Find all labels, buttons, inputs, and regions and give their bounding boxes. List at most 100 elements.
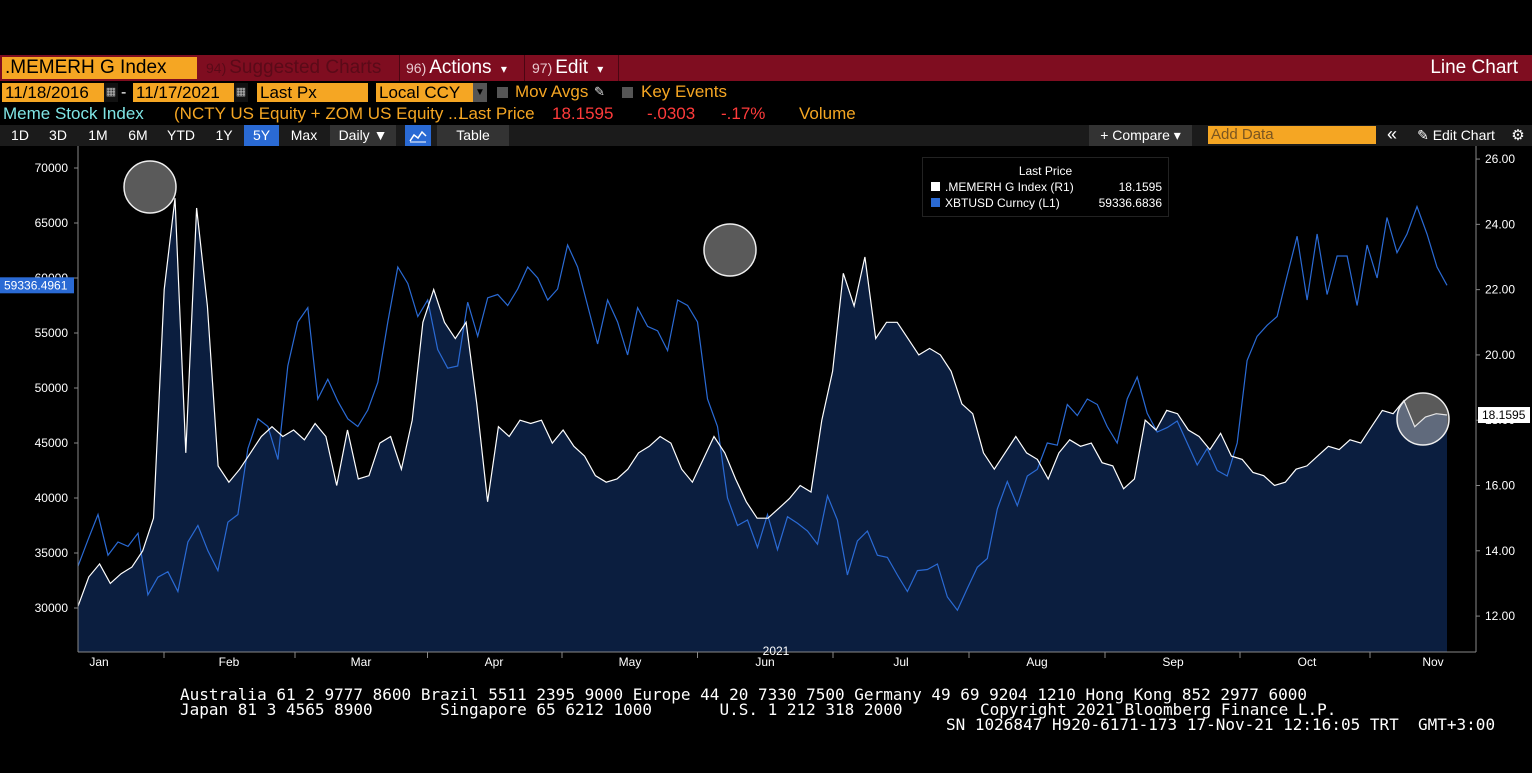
currency-dropdown-icon[interactable]: ▼ (473, 83, 487, 102)
view-title: Line Chart (1430, 57, 1518, 78)
suggested-charts-number: 94) (206, 60, 227, 76)
edit-number: 97) (532, 60, 553, 76)
start-calendar-icon[interactable]: ▦ (104, 83, 118, 102)
legend-item-label: XBTUSD Curncy (L1) (945, 196, 1060, 210)
edit-chart-button[interactable]: ✎ Edit Chart (1408, 125, 1504, 146)
series-line-right (77, 198, 1448, 607)
period-1y[interactable]: 1Y (208, 125, 240, 146)
currency-select[interactable]: Local CCY (376, 83, 473, 102)
edit-chart-pencil-icon: ✎ (1417, 127, 1429, 143)
month-label: Sep (1162, 655, 1184, 669)
change-value: -.0303 (647, 104, 696, 123)
settings-gear-icon[interactable]: ⚙ (1508, 125, 1528, 146)
left-tick-label: 70000 (35, 161, 69, 175)
legend-swatch-blue (931, 198, 940, 207)
last-price-value: 18.1595 (552, 104, 614, 123)
left-tick-label: 50000 (35, 381, 69, 395)
period-3d[interactable]: 3D (42, 125, 74, 146)
left-value-marker-text: 59336.4961 (4, 278, 68, 292)
footer-session: SN 1026847 H920-6171-173 17-Nov-21 12:16… (946, 715, 1496, 734)
right-tick-label: 14.00 (1485, 544, 1515, 558)
period-5y[interactable]: 5Y (244, 125, 279, 146)
actions-caret-icon: ▾ (500, 62, 507, 76)
month-label: Jun (755, 655, 774, 669)
last-price-label: Last Price (459, 104, 535, 123)
frequency-select[interactable]: Daily ▼ (330, 125, 396, 146)
right-tick-label: 26.00 (1485, 152, 1515, 166)
suggested-charts-label: Suggested Charts (229, 57, 382, 78)
legend-swatch-white (931, 182, 940, 191)
right-tick-label: 24.00 (1485, 217, 1515, 231)
key-events-checkbox[interactable] (622, 87, 633, 98)
period-1m[interactable]: 1M (82, 125, 114, 146)
left-tick-label: 35000 (35, 546, 69, 560)
date-separator: - (121, 84, 127, 101)
period-1d[interactable]: 1D (4, 125, 36, 146)
actions-menu[interactable]: 96) Actions ▾ (400, 55, 525, 81)
period-6m[interactable]: 6M (122, 125, 154, 146)
footer-contacts: Australia 61 2 9777 8600 Brazil 5511 239… (180, 685, 1308, 704)
edit-chart-label: Edit Chart (1432, 127, 1495, 143)
left-tick-label: 45000 (35, 436, 69, 450)
left-tick-label: 40000 (35, 491, 69, 505)
legend-item-value: 59336.6836 (1098, 196, 1162, 210)
series-line-left (77, 204, 1448, 612)
left-tick-label: 65000 (35, 216, 69, 230)
legend-item-label: .MEMERH G Index (R1) (945, 180, 1074, 194)
line-chart-icon[interactable] (405, 125, 431, 146)
end-calendar-icon[interactable]: ▦ (234, 83, 248, 102)
edit-label: Edit (555, 57, 588, 78)
month-label: Feb (219, 655, 240, 669)
series-area-right (78, 198, 1447, 652)
month-label: Aug (1026, 655, 1047, 669)
month-label: Apr (485, 655, 504, 669)
start-date-field[interactable]: 11/18/2016 (2, 83, 104, 102)
right-tick-label: 12.00 (1485, 609, 1515, 623)
right-tick-label: 20.00 (1485, 348, 1515, 362)
ticker-field[interactable]: .MEMERH G Index (2, 57, 197, 79)
change-pct-value: -.17% (721, 104, 766, 123)
security-name: Meme Stock Index (3, 104, 144, 123)
table-button[interactable]: Table (437, 125, 509, 146)
period-ytd[interactable]: YTD (161, 125, 201, 146)
compare-button[interactable]: + Compare ▾ (1089, 125, 1192, 146)
end-date-field[interactable]: 11/17/2021 (133, 83, 234, 102)
right-value-marker (1478, 407, 1530, 424)
month-label: Oct (1298, 655, 1317, 669)
footer-copyright: Copyright 2021 Bloomberg Finance L.P. (980, 700, 1337, 719)
edit-menu[interactable]: 97) Edit ▾ (526, 55, 619, 81)
legend-item-xbtusd[interactable]: XBTUSD Curncy (L1) 59336.6836 (923, 195, 1168, 211)
key-events-label: Key Events (641, 82, 727, 101)
left-tick-label: 55000 (35, 326, 69, 340)
chart-legend: Last Price .MEMERH G Index (R1) 18.1595 … (922, 157, 1169, 217)
period-max[interactable]: Max (284, 125, 324, 146)
right-tick-label: 16.00 (1485, 479, 1515, 493)
highlight-marker (1396, 392, 1450, 446)
highlight-marker (123, 160, 177, 214)
legend-item-memerh[interactable]: .MEMERH G Index (R1) 18.1595 (923, 179, 1168, 195)
legend-item-value: 18.1595 (1118, 180, 1162, 194)
actions-number: 96) (406, 60, 427, 76)
mov-avgs-checkbox[interactable] (497, 87, 508, 98)
left-tick-label: 30000 (35, 601, 69, 615)
suggested-charts-menu[interactable]: 94) Suggested Charts (200, 55, 400, 81)
price-field-select[interactable]: Last Px (257, 83, 368, 102)
footer-contacts-2: Japan 81 3 4565 8900 Singapore 65 6212 1… (180, 700, 903, 719)
highlight-marker (703, 223, 757, 277)
right-value-marker-text: 18.1595 (1482, 408, 1526, 422)
collapse-icon[interactable]: « (1380, 125, 1404, 146)
actions-label: Actions (429, 57, 492, 78)
pencil-icon[interactable]: ✎ (594, 84, 605, 99)
command-bar (0, 55, 1532, 81)
left-value-marker (0, 277, 74, 294)
security-description: (NCTY US Equity + ZOM US Equity ... (174, 104, 463, 123)
edit-caret-icon: ▾ (597, 62, 604, 76)
add-data-input[interactable]: Add Data (1208, 126, 1376, 144)
chart-area[interactable]: 7000065000600005500050000450004000035000… (0, 146, 1532, 686)
month-label: May (619, 655, 642, 669)
mov-avgs-label: Mov Avgs (515, 82, 589, 101)
year-label: 2021 (763, 644, 790, 658)
month-label: Jan (89, 655, 108, 669)
volume-label: Volume (799, 104, 856, 123)
right-tick-label: 22.00 (1485, 283, 1515, 297)
